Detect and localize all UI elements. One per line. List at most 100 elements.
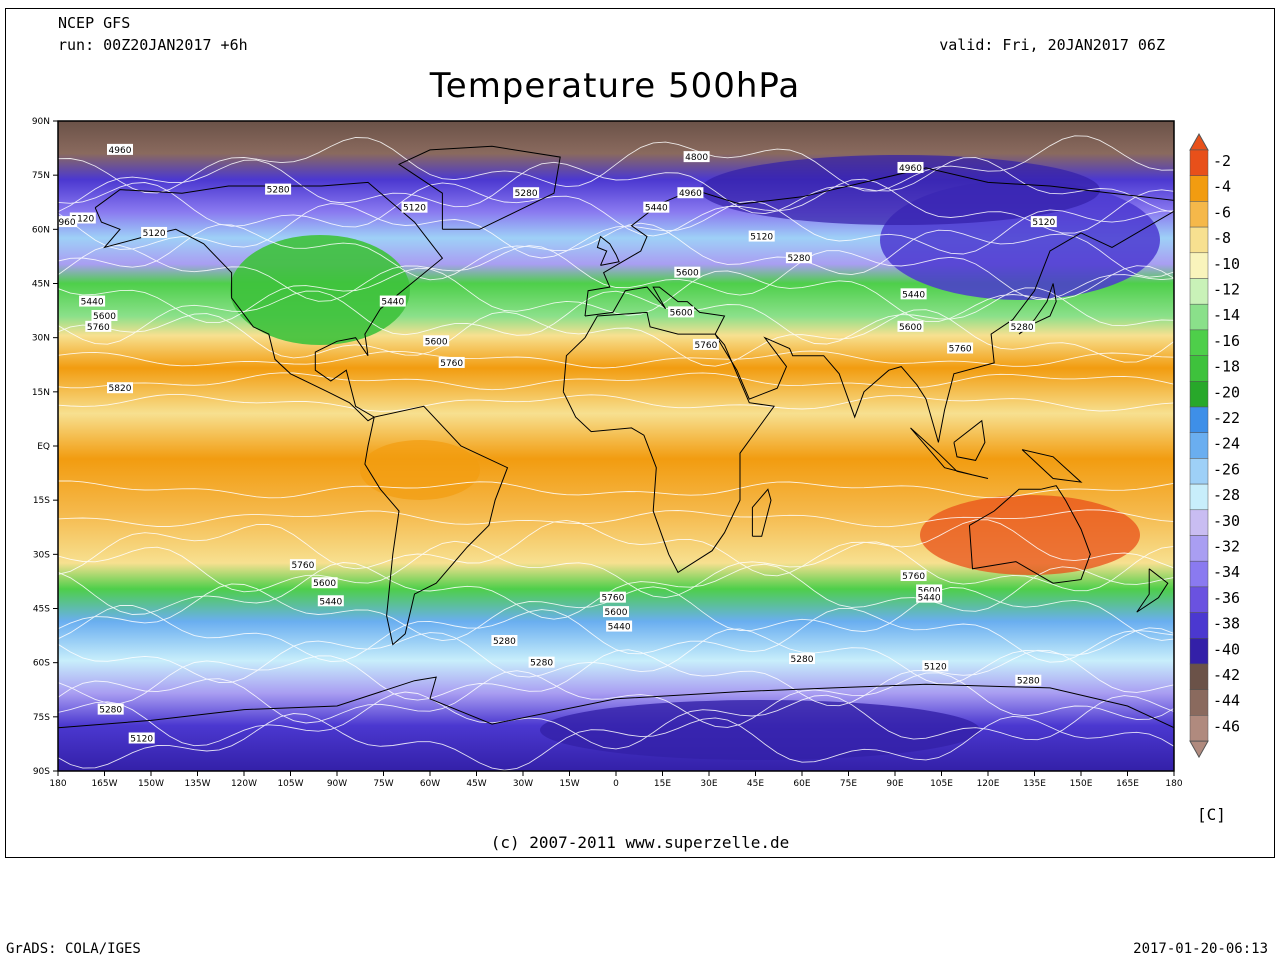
height-contour (58, 372, 1174, 391)
lon-label: 45E (747, 779, 764, 789)
contour-label: 5440 (643, 201, 670, 214)
legend-swatch (1189, 560, 1209, 588)
legend-value: -4 (1213, 178, 1231, 196)
contour-label: 5600 (674, 266, 701, 279)
render-timestamp: 2017-01-20-06:13 (1133, 941, 1268, 957)
legend-swatch (1189, 149, 1209, 176)
lon-label: 180 (49, 779, 66, 789)
svg-text:4960: 4960 (899, 164, 922, 174)
height-contour (58, 691, 1174, 750)
contour-label: 5280 (785, 252, 812, 264)
contour-label: 5120 (69, 212, 96, 225)
legend-value: -8 (1213, 229, 1231, 247)
legend-value: -38 (1213, 615, 1240, 633)
lon-label: 165E (1116, 779, 1139, 789)
svg-text:5280: 5280 (1017, 677, 1040, 687)
svg-text:5760: 5760 (694, 341, 717, 351)
legend-value: -30 (1213, 512, 1240, 530)
contour-label: 5280 (1015, 674, 1042, 687)
lon-label: 90W (327, 779, 347, 789)
legend-swatch (1189, 612, 1209, 639)
legend-swatch (1189, 252, 1209, 279)
svg-text:5120: 5120 (71, 215, 94, 225)
svg-text:5440: 5440 (81, 298, 104, 308)
lon-label: 60E (793, 779, 810, 789)
legend-swatch (1189, 175, 1209, 202)
model-label: NCEP GFS (58, 14, 131, 32)
legend-swatch (1189, 406, 1209, 433)
lon-label: 75E (840, 779, 857, 789)
contour-label: 4800 (683, 151, 710, 163)
coastline-new-guinea (1021, 449, 1083, 483)
contour-label: 5760 (599, 591, 626, 604)
legend-swatch (1189, 226, 1209, 254)
contour-label: 5280 (491, 635, 518, 647)
lat-label: EQ (37, 442, 50, 452)
legend-value: -46 (1213, 717, 1240, 735)
svg-text:4960: 4960 (679, 189, 702, 199)
lon-label: 120W (231, 779, 257, 789)
warm-pool-australia (920, 495, 1140, 575)
contour-label: 5120 (128, 732, 155, 745)
legend-value: -40 (1213, 640, 1240, 658)
contour-label: 5280 (789, 653, 815, 665)
height-contour (58, 649, 1174, 707)
svg-text:5820: 5820 (109, 384, 132, 394)
legend-swatch (1189, 355, 1209, 382)
coastline-antarctica (58, 676, 1174, 729)
svg-text:5440: 5440 (381, 298, 404, 308)
lon-label: 0 (613, 779, 619, 789)
contour-label: 4960 (897, 161, 924, 174)
svg-text:5760: 5760 (87, 323, 110, 333)
legend-value: -22 (1213, 409, 1240, 427)
svg-text:5280: 5280 (1011, 323, 1034, 333)
contour-label: 5760 (85, 320, 112, 333)
legend-swatch (1189, 201, 1209, 228)
lat-label: 15N (32, 388, 50, 398)
svg-text:4800: 4800 (685, 153, 708, 163)
legend-swatch (1189, 458, 1209, 485)
height-contour (58, 178, 1174, 237)
legend-value: -12 (1213, 281, 1240, 299)
contour-label: 5120 (401, 201, 428, 214)
legend-value: -16 (1213, 332, 1240, 350)
lat-label: 45S (33, 605, 50, 615)
lon-label: 75W (373, 779, 393, 789)
height-contour (58, 222, 1174, 281)
run-label: run: 00Z20JAN2017 +6h (58, 36, 248, 54)
svg-text:5280: 5280 (791, 655, 814, 665)
coastline-borneo (953, 419, 986, 461)
plot-frame (5, 8, 1275, 858)
legend-swatch (1189, 715, 1209, 742)
lat-label: 75S (33, 713, 50, 723)
coastline-north-america (94, 181, 444, 422)
legend-swatch (1189, 535, 1209, 562)
lon-label: 150W (138, 779, 164, 789)
svg-text:5120: 5120 (130, 735, 153, 745)
coastline-greenland (397, 145, 561, 230)
height-contour (58, 135, 1174, 194)
contour-label: 5600 (423, 335, 450, 347)
legend-swatch (1189, 381, 1209, 408)
contour-label: 5760 (289, 559, 316, 571)
contour-label: 5600 (311, 577, 338, 589)
coastline-australia (968, 485, 1091, 584)
height-contour (58, 562, 1174, 620)
lon-label: 60W (420, 779, 440, 789)
svg-text:5120: 5120 (403, 204, 426, 214)
lon-label: 45W (466, 779, 486, 789)
valid-time-label: valid: Fri, 20JAN2017 06Z (939, 36, 1165, 54)
legend-unit: [C] (1197, 805, 1226, 824)
svg-text:5280: 5280 (99, 706, 122, 716)
legend-value: -36 (1213, 589, 1240, 607)
lon-label: 120E (977, 779, 1000, 789)
map-title: Temperature 500hPa (429, 66, 801, 106)
svg-text:5440: 5440 (902, 290, 925, 300)
svg-text:5600: 5600 (93, 312, 116, 322)
copyright: (c) 2007-2011 www.superzelle.de (490, 833, 790, 852)
height-contour (58, 627, 1174, 685)
coastline-japan (1018, 283, 1057, 335)
lon-label: 165W (91, 779, 117, 789)
svg-text:5280: 5280 (530, 659, 553, 669)
contour-label: 5600 (916, 584, 943, 596)
